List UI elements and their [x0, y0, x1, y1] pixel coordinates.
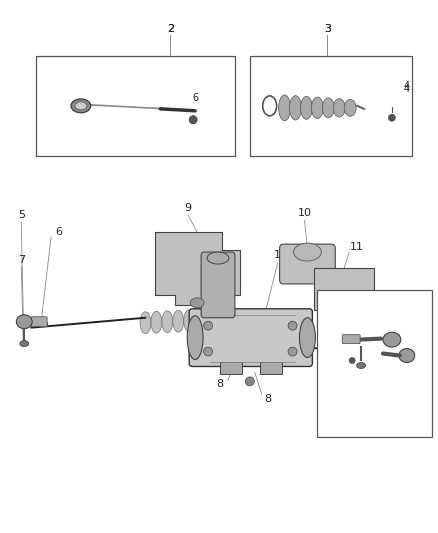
Ellipse shape: [357, 362, 366, 368]
FancyBboxPatch shape: [189, 309, 312, 367]
Ellipse shape: [190, 298, 204, 308]
Ellipse shape: [290, 95, 301, 120]
Ellipse shape: [293, 243, 321, 261]
Ellipse shape: [288, 321, 297, 330]
Bar: [250, 56, 412, 156]
Ellipse shape: [383, 332, 401, 347]
Ellipse shape: [75, 102, 87, 110]
Text: 7: 7: [18, 255, 25, 265]
Polygon shape: [314, 268, 374, 330]
Ellipse shape: [328, 308, 340, 318]
Ellipse shape: [173, 310, 184, 332]
Text: 8: 8: [216, 379, 223, 390]
Ellipse shape: [16, 315, 32, 329]
Text: 5: 5: [18, 210, 25, 220]
FancyBboxPatch shape: [342, 335, 360, 344]
Ellipse shape: [194, 309, 205, 331]
Polygon shape: [344, 300, 374, 330]
Text: 3: 3: [324, 24, 331, 34]
Ellipse shape: [300, 318, 315, 358]
Ellipse shape: [204, 321, 212, 330]
Ellipse shape: [162, 311, 173, 333]
Ellipse shape: [322, 98, 334, 118]
Ellipse shape: [207, 252, 229, 264]
Ellipse shape: [184, 310, 194, 332]
Ellipse shape: [204, 347, 212, 356]
Ellipse shape: [344, 99, 356, 116]
Text: 3: 3: [324, 24, 331, 34]
Ellipse shape: [20, 341, 29, 346]
Ellipse shape: [230, 333, 240, 355]
FancyBboxPatch shape: [31, 317, 47, 327]
Text: 6: 6: [56, 227, 63, 237]
Ellipse shape: [349, 358, 355, 364]
Ellipse shape: [399, 349, 415, 362]
Text: 4: 4: [404, 81, 410, 91]
Text: 6: 6: [192, 93, 198, 103]
Text: 1: 1: [274, 250, 281, 260]
Ellipse shape: [151, 311, 162, 333]
Text: 7: 7: [361, 373, 367, 382]
Ellipse shape: [273, 331, 284, 353]
Ellipse shape: [300, 96, 312, 119]
FancyBboxPatch shape: [279, 244, 335, 284]
Ellipse shape: [389, 114, 396, 122]
Text: 8: 8: [264, 394, 271, 405]
Text: 11: 11: [350, 242, 364, 252]
Text: 2: 2: [167, 24, 174, 34]
Ellipse shape: [288, 347, 297, 356]
Text: 4: 4: [404, 84, 410, 94]
Ellipse shape: [245, 377, 254, 386]
Polygon shape: [155, 232, 240, 305]
Text: 2: 2: [167, 24, 174, 34]
Ellipse shape: [71, 99, 91, 113]
Ellipse shape: [251, 332, 262, 354]
Bar: [318, 290, 431, 437]
Ellipse shape: [240, 333, 251, 354]
Text: 6: 6: [338, 305, 344, 315]
Ellipse shape: [140, 312, 151, 334]
Bar: [36, 56, 235, 156]
Text: 10: 10: [297, 208, 311, 219]
Ellipse shape: [187, 316, 203, 360]
Ellipse shape: [279, 95, 290, 121]
Bar: [260, 362, 282, 375]
Ellipse shape: [311, 97, 323, 118]
Ellipse shape: [333, 99, 345, 117]
Bar: [220, 362, 242, 375]
Ellipse shape: [284, 330, 295, 352]
Text: 9: 9: [185, 203, 192, 213]
Ellipse shape: [189, 116, 197, 124]
Ellipse shape: [262, 332, 273, 353]
Text: 5: 5: [366, 273, 373, 283]
FancyBboxPatch shape: [201, 252, 235, 318]
